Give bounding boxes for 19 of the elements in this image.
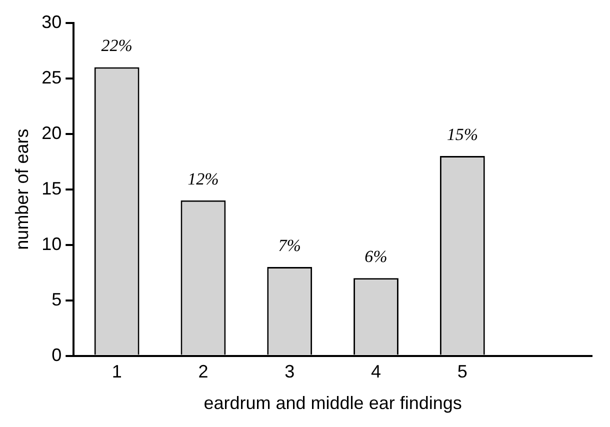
y-axis-title: number of ears	[12, 128, 32, 250]
y-tick-label: 20	[42, 122, 62, 143]
annotation: 12%	[188, 169, 219, 188]
x-tick-label: 2	[198, 362, 208, 382]
y-tick-label: 15	[42, 178, 62, 198]
x-tick-label: 1	[112, 362, 122, 382]
annotation: 22%	[101, 36, 132, 56]
x-tick-label: 5	[457, 362, 468, 382]
y-tick-label: 30	[42, 12, 62, 32]
x-axis-title: eardrum and middle ear findings	[204, 393, 462, 414]
annotation: 7%	[278, 236, 301, 255]
x-tick-label: 4	[371, 362, 382, 382]
y-tick-label: 0	[52, 344, 62, 365]
y-tick-label: 10	[42, 234, 62, 254]
annotation: 6%	[364, 247, 388, 266]
x-tick-label: 3	[284, 362, 295, 382]
annotation: 15%	[446, 124, 478, 144]
y-tick-label: 25	[42, 67, 62, 88]
y-tick-label: 5	[52, 289, 62, 310]
